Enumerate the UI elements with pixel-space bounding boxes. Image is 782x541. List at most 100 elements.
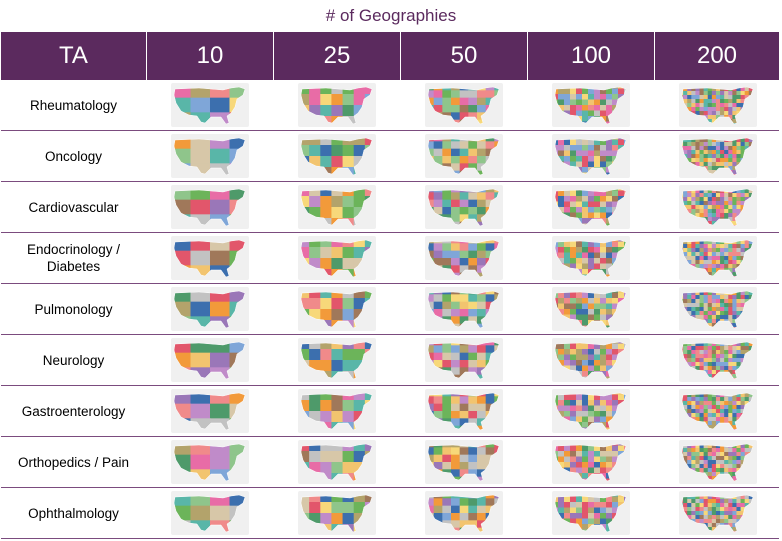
map-cell xyxy=(527,386,654,436)
us-map-icon xyxy=(424,338,503,382)
us-map-icon xyxy=(424,491,503,535)
us-map-icon xyxy=(678,389,757,433)
us-map-icon xyxy=(551,491,630,535)
map-cell xyxy=(527,488,654,538)
map-cell xyxy=(527,284,654,334)
us-map-icon xyxy=(678,287,757,331)
ta-label: Neurology xyxy=(42,352,105,368)
map-cell xyxy=(400,386,527,436)
map-cell xyxy=(400,80,527,130)
map-cell xyxy=(400,437,527,487)
map-cell xyxy=(400,131,527,181)
ta-label: Pulmonology xyxy=(34,301,113,317)
map-cell xyxy=(654,233,781,283)
us-map-icon xyxy=(297,185,376,229)
map-cell xyxy=(654,488,781,538)
header-col-200: 200 xyxy=(654,32,779,80)
map-cell xyxy=(527,182,654,232)
us-map-icon xyxy=(170,389,249,433)
us-map-icon xyxy=(424,389,503,433)
us-map-icon xyxy=(551,236,630,280)
map-cell xyxy=(273,233,400,283)
header-col-25: 25 xyxy=(273,32,400,80)
table-row: Rheumatology xyxy=(1,80,779,131)
header-col-50: 50 xyxy=(400,32,527,80)
map-cell xyxy=(654,80,781,130)
ta-label: Ophthalmology xyxy=(28,505,119,521)
us-map-icon xyxy=(551,185,630,229)
ta-label: Endocrinology / Diabetes xyxy=(26,242,121,274)
us-map-icon xyxy=(424,83,503,127)
us-map-icon xyxy=(170,236,249,280)
us-map-icon xyxy=(678,491,757,535)
us-map-icon xyxy=(678,83,757,127)
table-row: Oncology xyxy=(1,131,779,182)
map-cell xyxy=(146,488,273,538)
ta-label: Cardiovascular xyxy=(28,199,119,215)
table-body: Rheumatology Oncology Cardiovascular Endocr… xyxy=(1,80,779,539)
map-cell xyxy=(654,386,781,436)
map-cell xyxy=(273,335,400,385)
us-map-icon xyxy=(297,83,376,127)
header-col-10: 10 xyxy=(146,32,273,80)
map-cell xyxy=(273,488,400,538)
us-map-icon xyxy=(170,185,249,229)
map-cell xyxy=(400,284,527,334)
table-row: Neurology xyxy=(1,335,779,386)
us-map-icon xyxy=(678,440,757,484)
us-map-icon xyxy=(170,134,249,178)
map-cell xyxy=(146,182,273,232)
us-map-icon xyxy=(297,389,376,433)
table-row: Cardiovascular xyxy=(1,182,779,233)
us-map-icon xyxy=(424,440,503,484)
us-map-icon xyxy=(678,134,757,178)
map-cell xyxy=(527,131,654,181)
ta-label: Rheumatology xyxy=(29,97,118,113)
header-row: TA 10 25 50 100 200 xyxy=(1,32,779,80)
geography-grid: TA 10 25 50 100 200 Rheumatology Oncology… xyxy=(1,32,779,539)
header-ta: TA xyxy=(59,42,88,69)
map-cell xyxy=(400,182,527,232)
table-row: Orthopedics / Pain xyxy=(1,437,779,488)
map-cell xyxy=(654,131,781,181)
map-cell xyxy=(146,437,273,487)
header-col-100: 100 xyxy=(527,32,654,80)
table-row: Pulmonology xyxy=(1,284,779,335)
us-map-icon xyxy=(551,389,630,433)
map-cell xyxy=(146,335,273,385)
us-map-icon xyxy=(551,83,630,127)
map-cell xyxy=(654,284,781,334)
ta-label: Orthopedics / Pain xyxy=(17,454,130,470)
table-row: Gastroenterology xyxy=(1,386,779,437)
us-map-icon xyxy=(170,338,249,382)
map-cell xyxy=(273,131,400,181)
us-map-icon xyxy=(678,236,757,280)
us-map-icon xyxy=(297,134,376,178)
map-cell xyxy=(146,386,273,436)
us-map-icon xyxy=(678,338,757,382)
table-row: Endocrinology / Diabetes xyxy=(1,233,779,284)
map-cell xyxy=(273,386,400,436)
ta-label: Oncology xyxy=(44,148,103,164)
us-map-icon xyxy=(297,491,376,535)
map-cell xyxy=(146,80,273,130)
us-map-icon xyxy=(170,83,249,127)
us-map-icon xyxy=(424,185,503,229)
map-cell xyxy=(527,80,654,130)
map-cell xyxy=(146,284,273,334)
us-map-icon xyxy=(170,440,249,484)
map-cell xyxy=(527,335,654,385)
ta-label: Gastroenterology xyxy=(21,403,126,419)
us-map-icon xyxy=(551,440,630,484)
us-map-icon xyxy=(170,287,249,331)
us-map-icon xyxy=(297,236,376,280)
us-map-icon xyxy=(551,287,630,331)
map-cell xyxy=(273,284,400,334)
map-cell xyxy=(146,131,273,181)
map-cell xyxy=(654,437,781,487)
map-cell xyxy=(527,437,654,487)
map-cell xyxy=(527,233,654,283)
us-map-icon xyxy=(551,134,630,178)
map-cell xyxy=(654,335,781,385)
us-map-icon xyxy=(551,338,630,382)
